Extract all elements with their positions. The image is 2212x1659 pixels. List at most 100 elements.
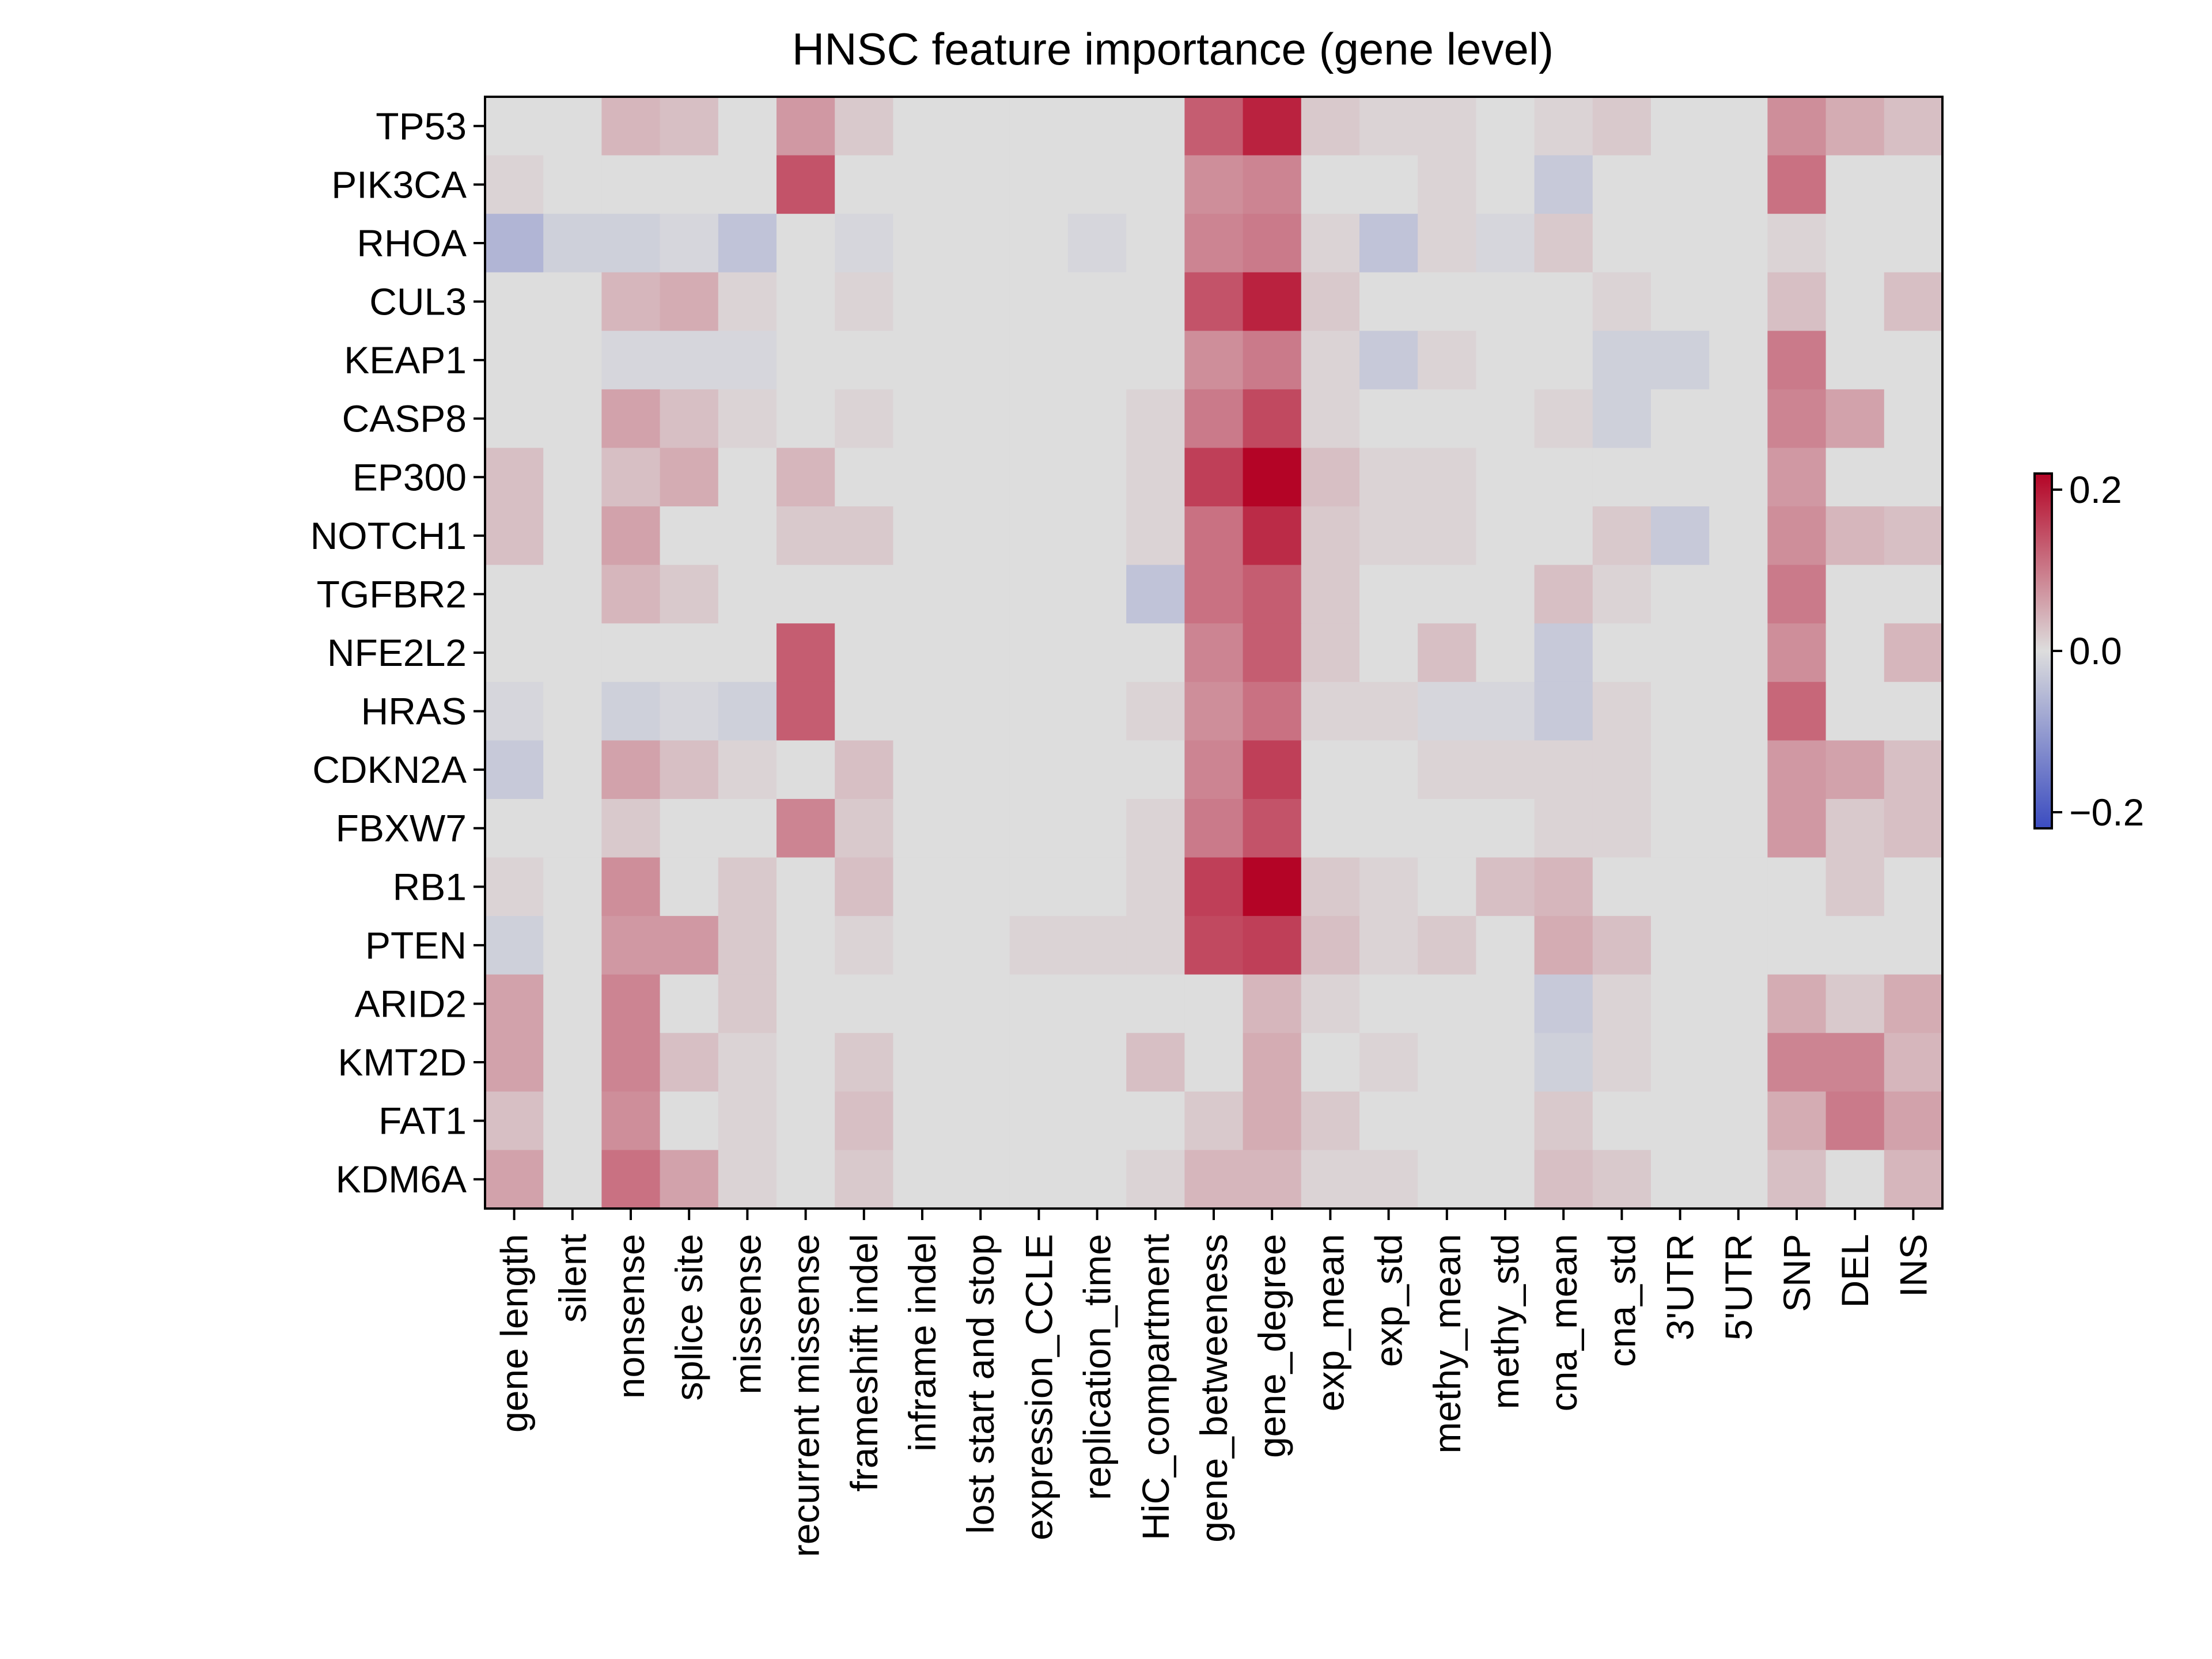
heatmap-cell: [1184, 389, 1244, 449]
heatmap-cell: [1243, 1091, 1302, 1151]
heatmap-cell: [1243, 916, 1302, 975]
heatmap-cell: [1184, 506, 1244, 566]
heatmap-cell: [1068, 272, 1127, 331]
heatmap-cell: [485, 857, 544, 916]
heatmap-cell: [660, 272, 719, 331]
heatmap-cell: [1359, 798, 1418, 858]
heatmap-cell: [777, 740, 835, 800]
heatmap-cell: [1243, 155, 1302, 214]
heatmap-cell: [660, 623, 719, 683]
heatmap-cell: [1884, 214, 1943, 273]
heatmap-cell: [1884, 1091, 1943, 1151]
y-tick-label-pik3ca: PIK3CA: [331, 163, 467, 206]
heatmap-cell: [893, 1091, 952, 1151]
heatmap-cell: [485, 798, 544, 858]
heatmap-cell: [1301, 272, 1360, 331]
x-tick-label-5-utr: 5'UTR: [1717, 1234, 1760, 1340]
heatmap-cell: [1359, 448, 1418, 507]
heatmap-cell: [1709, 448, 1768, 507]
heatmap-cell: [1476, 448, 1535, 507]
heatmap-cell: [951, 331, 1010, 390]
heatmap-cell: [951, 974, 1010, 1033]
heatmap-cell: [951, 798, 1010, 858]
x-tick-label-gene-length: gene length: [493, 1234, 536, 1433]
y-tick-label-kdm6a: KDM6A: [336, 1158, 467, 1200]
heatmap-cell: [718, 974, 777, 1033]
heatmap-cell: [1592, 97, 1652, 156]
heatmap-cell: [1767, 623, 1827, 683]
heatmap-cell: [1825, 798, 1885, 858]
heatmap-cell: [1359, 97, 1418, 156]
heatmap-cell: [1009, 1091, 1069, 1151]
heatmap-cell: [1476, 974, 1535, 1033]
x-tick-label-cna-mean: cna_mean: [1542, 1234, 1585, 1411]
heatmap-cell: [660, 1033, 719, 1092]
heatmap-cell: [660, 506, 719, 566]
y-tick-label-keap1: KEAP1: [344, 339, 467, 381]
heatmap-cell: [1534, 857, 1593, 916]
heatmap-cell: [718, 331, 777, 390]
heatmap-cell: [1184, 798, 1244, 858]
heatmap-cell: [1767, 97, 1827, 156]
heatmap-cell: [835, 97, 893, 156]
heatmap-cell: [1359, 740, 1418, 800]
heatmap-cell: [1534, 1033, 1593, 1092]
heatmap-cell: [1534, 214, 1593, 273]
heatmap-cell: [601, 331, 661, 390]
heatmap-cell: [1418, 565, 1476, 624]
y-tick-label-cul3: CUL3: [369, 281, 467, 323]
heatmap-cell: [1243, 974, 1302, 1033]
heatmap-cell: [660, 1091, 719, 1151]
heatmap-cell: [1825, 97, 1885, 156]
heatmap-cell: [1767, 506, 1827, 566]
colorbar: [2033, 472, 2053, 830]
heatmap-cell: [1534, 1150, 1593, 1209]
heatmap-cell: [1592, 681, 1652, 741]
heatmap-cell: [835, 272, 893, 331]
heatmap-cell: [1592, 623, 1652, 683]
heatmap-cell: [660, 740, 719, 800]
heatmap-cell: [485, 916, 544, 975]
heatmap-cell: [1825, 681, 1885, 741]
heatmap-cell: [1184, 916, 1244, 975]
heatmap-cell: [1651, 331, 1710, 390]
y-tick-label-tp53: TP53: [376, 105, 467, 147]
y-tick-label-hras: HRAS: [361, 690, 467, 733]
heatmap-cell: [1243, 272, 1302, 331]
heatmap-cell: [1184, 740, 1244, 800]
heatmap-cell: [601, 97, 661, 156]
heatmap-cell: [1884, 681, 1943, 741]
heatmap-cell: [543, 272, 602, 331]
heatmap-cell: [1884, 798, 1943, 858]
heatmap-cell: [1825, 331, 1885, 390]
heatmap-cell: [601, 155, 661, 214]
heatmap-cell: [777, 214, 835, 273]
heatmap-cell: [1009, 1150, 1069, 1209]
heatmap-cell: [718, 389, 777, 449]
heatmap-cell: [1651, 97, 1710, 156]
heatmap-cell: [1709, 565, 1768, 624]
heatmap-cell: [1359, 974, 1418, 1033]
x-tick-label-ins: INS: [1892, 1234, 1934, 1297]
heatmap-cell: [1709, 740, 1768, 800]
heatmap-cell: [1534, 97, 1593, 156]
heatmap-cell: [1418, 214, 1476, 273]
heatmap-cell: [1068, 389, 1127, 449]
heatmap-cell: [1184, 272, 1244, 331]
heatmap-cell: [1534, 798, 1593, 858]
heatmap-cell: [777, 506, 835, 566]
heatmap-cell: [1825, 448, 1885, 507]
heatmap-cell: [1476, 1150, 1535, 1209]
heatmap-cell: [835, 1091, 893, 1151]
heatmap-cell: [601, 623, 661, 683]
heatmap-cell: [1651, 740, 1710, 800]
heatmap-cell: [1476, 916, 1535, 975]
heatmap-cell: [1651, 506, 1710, 566]
heatmap-cell: [1884, 916, 1943, 975]
heatmap-cell: [1359, 506, 1418, 566]
heatmap-cell: [1651, 623, 1710, 683]
heatmap-cell: [1884, 1033, 1943, 1092]
colorbar-tick-label: −0.2: [2069, 791, 2144, 834]
heatmap-cell: [1068, 974, 1127, 1033]
heatmap-cell: [1009, 623, 1069, 683]
